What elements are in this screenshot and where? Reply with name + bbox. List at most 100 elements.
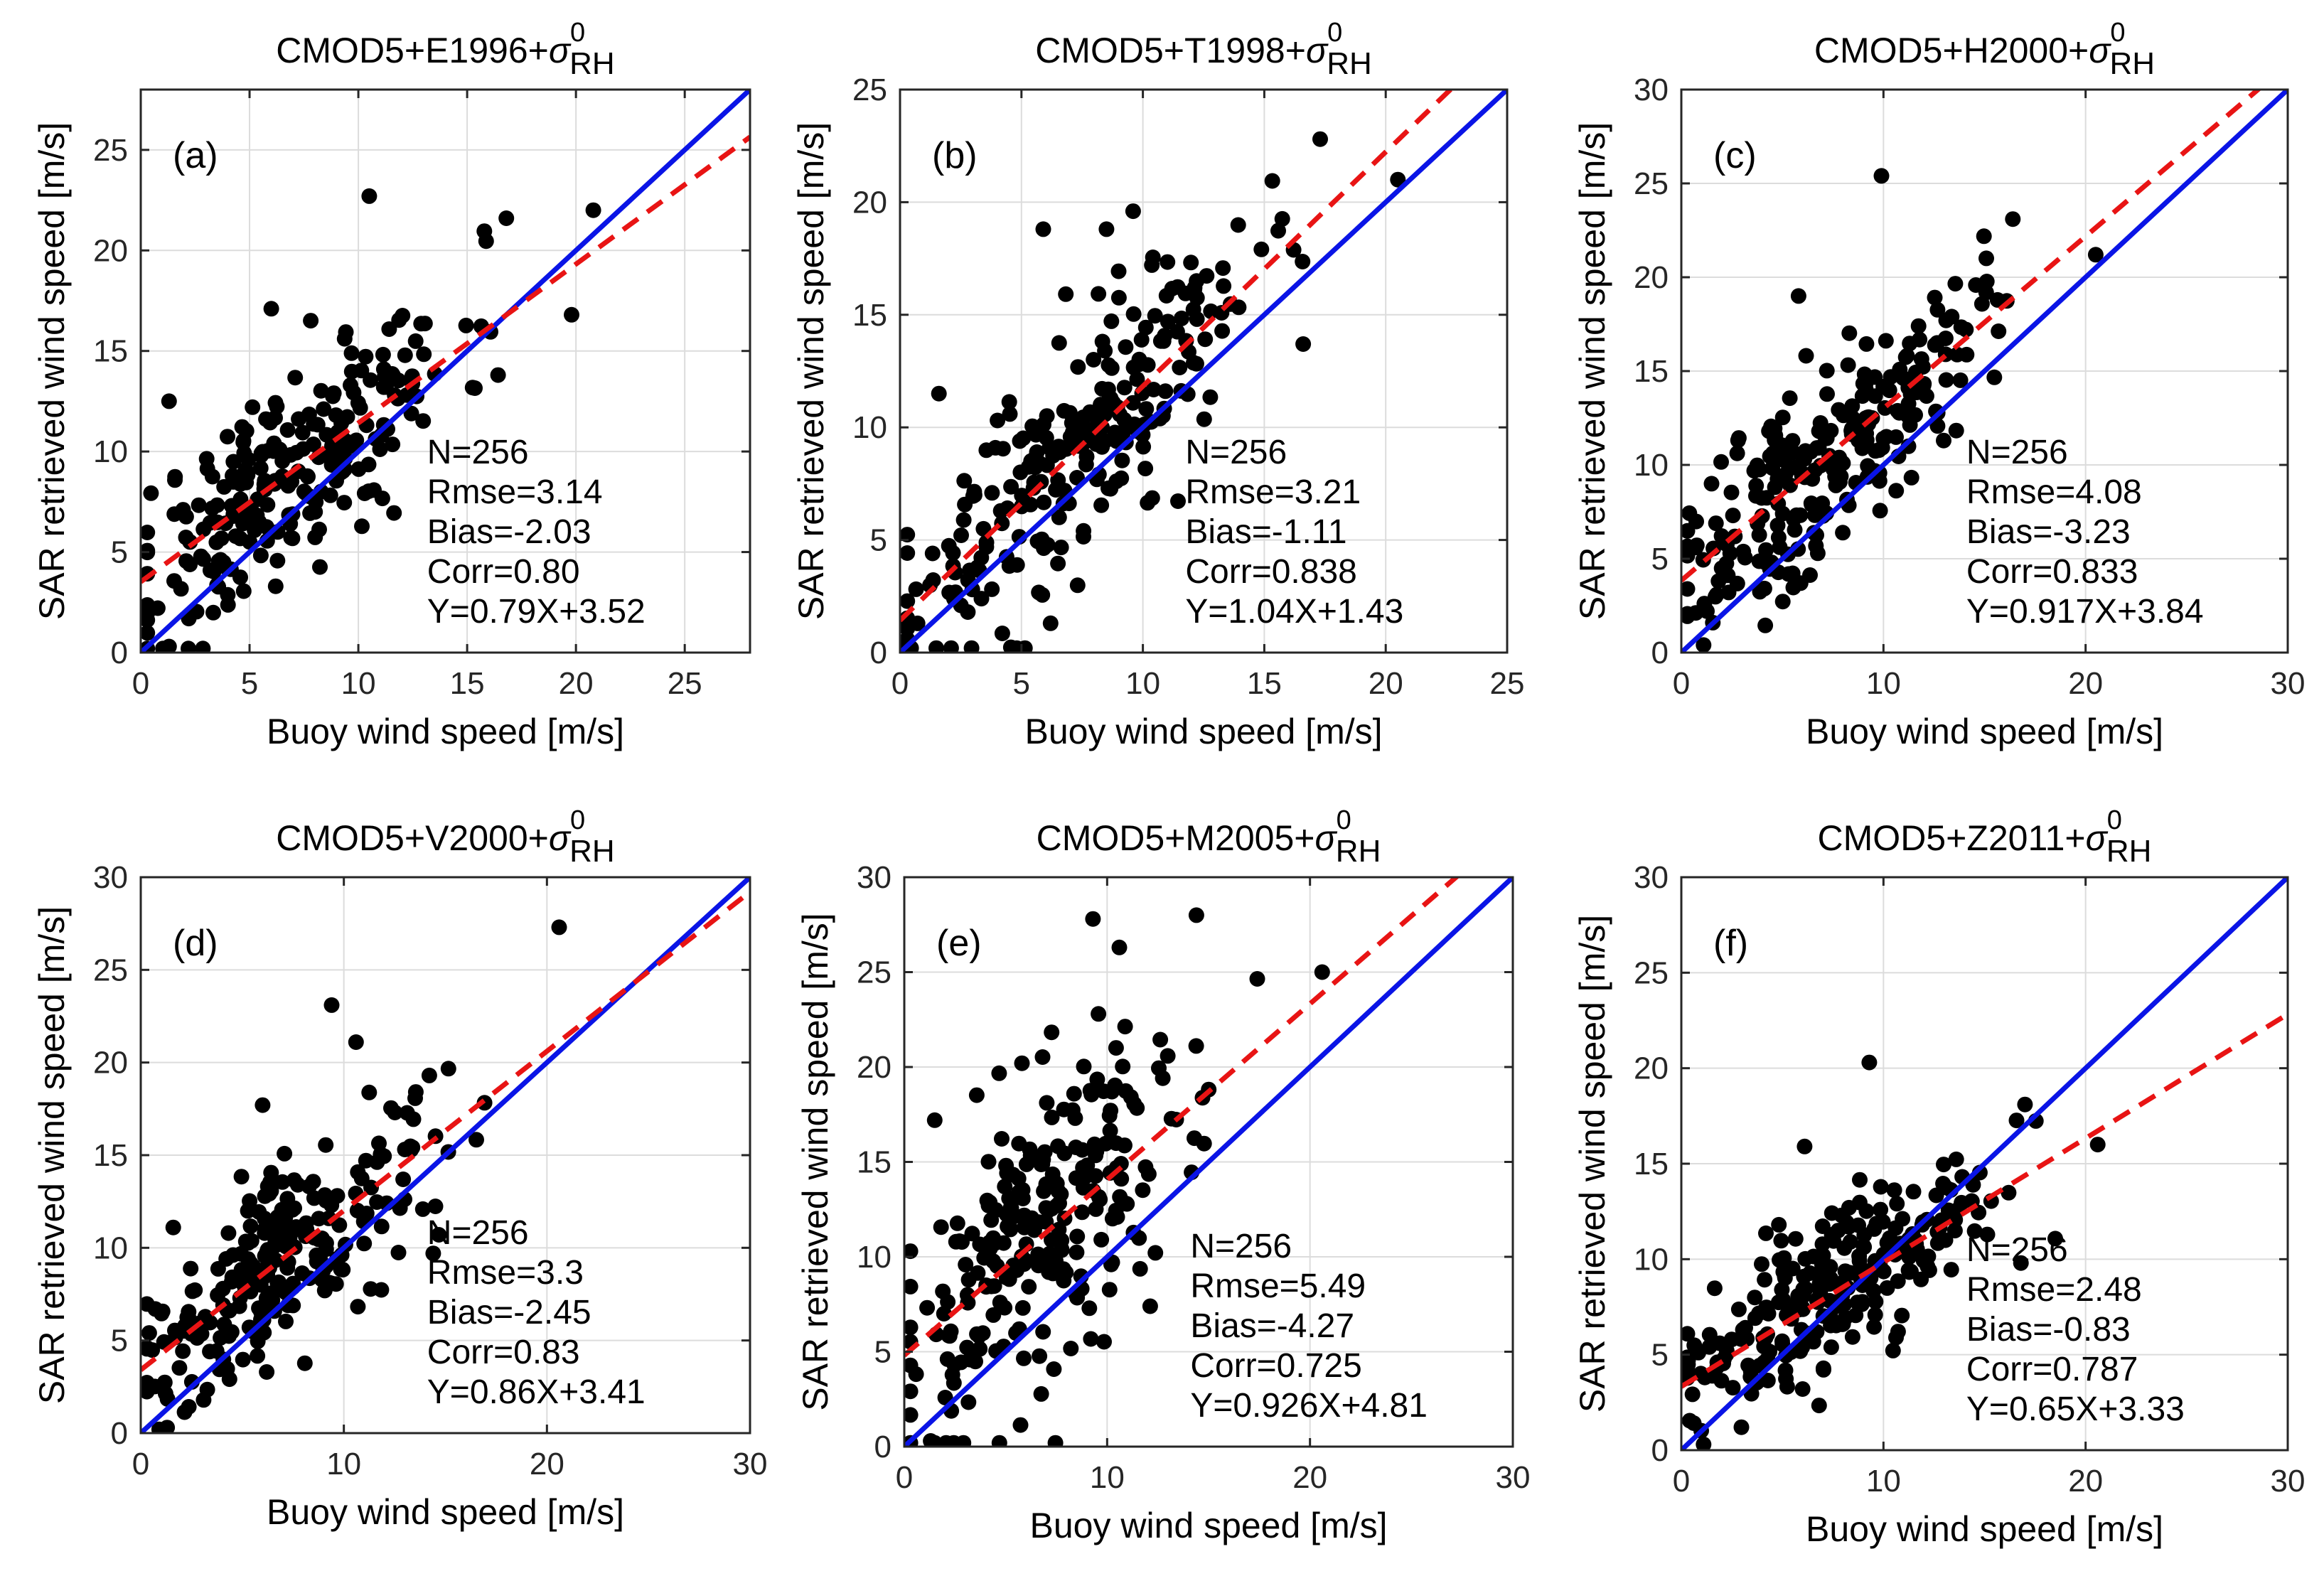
stats-line: Bias=-2.45 — [427, 1294, 591, 1331]
y-axis-label: SAR retrieved wind speed [m/s] — [1573, 122, 1612, 620]
data-point — [141, 525, 156, 540]
data-point — [1111, 939, 1128, 955]
data-point — [957, 496, 973, 513]
data-point — [323, 997, 340, 1013]
data-point — [1816, 1361, 1831, 1378]
data-point — [1189, 273, 1205, 289]
data-point — [980, 1197, 997, 1213]
data-point — [960, 1394, 977, 1410]
data-point — [1754, 1256, 1769, 1272]
data-point — [458, 317, 474, 333]
data-point — [1014, 1055, 1030, 1071]
data-point — [926, 1112, 943, 1128]
data-point — [247, 522, 263, 538]
panel-b: 0 5 10 15 20 25 0 5 10 15 20 25 Buoy wind speed [m/s… — [791, 18, 1524, 751]
data-point — [1129, 371, 1145, 387]
data-point — [936, 1306, 952, 1322]
data-point — [1196, 411, 1212, 427]
data-point — [498, 210, 515, 226]
data-point — [1879, 1280, 1895, 1296]
x-tick-label: 20 — [559, 666, 594, 701]
chart-title: CMOD5+E1996+σ0 RH — [276, 18, 614, 81]
data-point — [1113, 1156, 1129, 1172]
data-point — [1039, 1095, 1055, 1111]
data-point — [1022, 1141, 1038, 1157]
data-point — [1061, 404, 1078, 421]
data-point — [1032, 1348, 1048, 1364]
data-point — [312, 559, 328, 575]
data-point — [1103, 313, 1120, 329]
stats-line: Y=0.79X+3.52 — [427, 593, 646, 631]
y-tick-label: 25 — [93, 953, 128, 987]
data-point — [955, 512, 972, 528]
data-point — [339, 409, 355, 425]
data-point — [1215, 260, 1231, 277]
data-point — [2087, 247, 2104, 263]
data-point — [1986, 369, 2003, 385]
x-tick-label: 5 — [1013, 666, 1030, 701]
data-point — [313, 382, 329, 399]
data-point — [953, 527, 969, 543]
stats-line: Y=0.926X+4.81 — [1190, 1387, 1428, 1425]
data-point — [1991, 323, 2007, 339]
data-point — [402, 1138, 419, 1154]
x-tick-label: 30 — [1496, 1460, 1531, 1495]
data-point — [269, 1209, 286, 1226]
data-point — [210, 1260, 226, 1277]
one-to-one-line — [141, 90, 750, 653]
data-point — [1966, 1223, 1983, 1239]
data-point — [949, 1215, 965, 1231]
data-point — [1036, 1183, 1052, 1199]
data-point — [1753, 490, 1769, 506]
data-point — [216, 478, 232, 495]
data-point — [407, 333, 424, 349]
data-point — [1053, 540, 1069, 556]
stats-line: Rmse=5.49 — [1190, 1267, 1366, 1305]
data-point — [338, 324, 354, 341]
data-point — [1093, 397, 1109, 413]
data-point — [1775, 1264, 1792, 1280]
panel-label: (f) — [1713, 923, 1748, 964]
scatter-points — [1681, 1054, 2106, 1450]
data-point — [143, 485, 159, 501]
x-tick-label: 25 — [668, 666, 702, 701]
data-point — [1769, 518, 1786, 533]
data-point — [1125, 395, 1141, 411]
data-point — [564, 306, 579, 323]
x-tick-label: 0 — [1673, 666, 1690, 701]
data-point — [1034, 531, 1050, 547]
data-point — [1699, 603, 1715, 619]
data-point — [166, 506, 183, 522]
one-to-one-line — [1681, 877, 2288, 1450]
data-point — [924, 545, 941, 562]
stats-line: Corr=0.833 — [1966, 553, 2138, 591]
y-tick-label: 25 — [1634, 166, 1669, 201]
data-point — [1035, 1324, 1051, 1340]
data-point — [1021, 1279, 1037, 1295]
data-point — [1713, 454, 1729, 470]
data-point — [1725, 508, 1741, 524]
data-point — [331, 1217, 348, 1233]
data-point — [1831, 449, 1848, 466]
data-point — [1131, 1230, 1147, 1246]
data-point — [395, 1172, 412, 1187]
stats-line: Rmse=3.3 — [427, 1254, 584, 1292]
data-point — [141, 612, 156, 628]
y-tick-label: 10 — [93, 434, 128, 469]
x-tick-label: 10 — [1090, 1460, 1125, 1495]
data-point — [1110, 289, 1127, 306]
data-point — [1684, 1386, 1701, 1403]
data-point — [2005, 211, 2021, 227]
data-point — [1145, 382, 1162, 397]
data-point — [151, 1421, 167, 1433]
data-point — [383, 1100, 399, 1116]
stats-line: Corr=0.80 — [427, 553, 580, 591]
data-point — [1178, 333, 1194, 349]
data-point — [1050, 1138, 1066, 1154]
data-point — [1839, 1265, 1856, 1280]
data-point — [1819, 386, 1835, 402]
one-to-one-line — [900, 90, 1507, 653]
data-point — [1117, 1019, 1133, 1035]
y-tick-label: 30 — [857, 860, 891, 895]
data-point — [220, 586, 236, 603]
